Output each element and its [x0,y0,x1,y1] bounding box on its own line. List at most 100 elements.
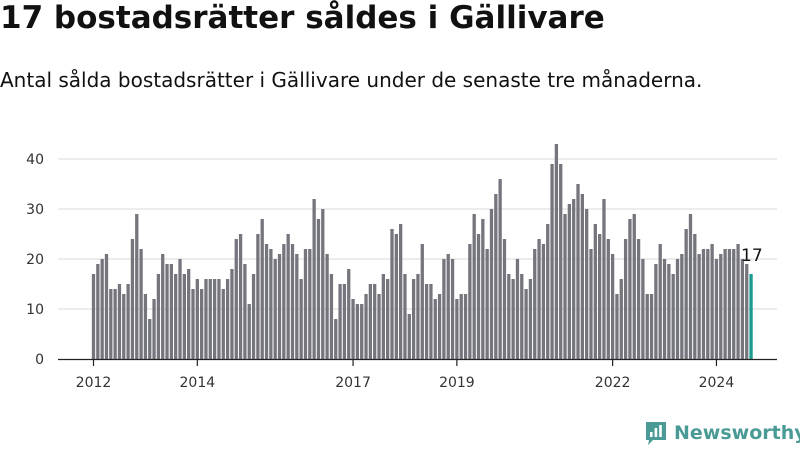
x-tick-label: 2014 [180,375,216,391]
bar [684,229,688,359]
bar [325,254,329,359]
bar [429,284,433,359]
bar [597,234,602,359]
bar [139,249,143,359]
bar [381,274,385,359]
bar [468,244,472,359]
bar [247,304,251,359]
bar [688,214,693,359]
bar [710,244,714,359]
bar [450,259,455,359]
bar [736,244,740,359]
bar [662,259,667,359]
bar [191,289,195,359]
chart-title: 17 bostadsrätter såldes i Gällivare [0,0,605,36]
bar [420,244,424,359]
bar [511,279,515,359]
bar [701,249,706,359]
x-tick-label: 2022 [595,375,631,391]
bar [572,199,576,359]
y-tick-label: 0 [35,352,44,368]
bar [122,294,126,359]
bar-chart: 0 10 20 30 40 2012 2014 2017 2019 2022 2024 17 [26,144,777,391]
bar [295,254,299,359]
bar [671,274,675,359]
bar [533,249,537,359]
bar [316,219,321,359]
bar [182,274,186,359]
bar [615,294,619,359]
bar [303,249,308,359]
bar [347,269,351,359]
newsworthy-logo-icon [646,422,666,445]
x-axis: 2012 2014 2017 2019 2022 2024 [58,358,777,391]
bar [649,294,654,359]
bar [719,254,723,359]
bar [364,294,368,359]
bar [636,239,641,359]
bar [693,234,697,359]
annotations: 17 [741,246,763,266]
bar [368,284,373,359]
x-tick-label: 2024 [699,375,735,391]
bar [126,284,130,359]
bar [723,249,727,359]
bar [148,319,152,359]
bar [498,179,502,359]
bar [187,269,191,359]
bar [308,249,312,359]
bar [230,269,234,359]
bar [541,244,546,359]
bar [546,224,550,359]
bar [152,299,156,359]
bar [524,289,528,359]
chart-subtitle: Antal sålda bostadsrätter i Gällivare un… [0,68,703,92]
bar [394,234,398,359]
bar [403,274,407,359]
bar [178,259,182,359]
bar [658,244,662,359]
bar [260,219,264,359]
bar [528,279,533,359]
bar [373,284,377,359]
bar [212,279,217,359]
bar [200,289,204,359]
bar [377,294,381,359]
bar [554,144,559,359]
x-tick-label: 2019 [439,375,475,391]
bar [113,289,117,359]
y-tick-label: 40 [26,152,44,168]
bar [342,284,347,359]
bar [221,289,225,359]
bar [697,254,701,359]
bar [446,254,450,359]
bar [109,289,113,359]
bar [104,254,109,359]
bar [273,259,277,359]
bar [424,284,429,359]
bar [174,274,178,359]
bar [91,274,96,359]
bars [91,144,753,359]
bar [234,239,238,359]
bar [277,254,282,359]
bar [407,314,411,359]
bar [619,279,623,359]
bar [169,264,174,359]
bar [472,214,476,359]
bar [130,239,135,359]
bar [494,194,498,359]
bar [585,209,589,359]
brand-name: Newsworthy [674,422,800,444]
bar [489,209,494,359]
bar [593,224,597,359]
bar [623,239,628,359]
bar [732,249,736,359]
bar [641,259,645,359]
newsworthy-brand: Newsworthy [644,418,800,448]
bar [520,274,524,359]
bar [321,209,325,359]
bar [238,234,243,359]
bar [204,279,208,359]
bar [580,194,584,359]
